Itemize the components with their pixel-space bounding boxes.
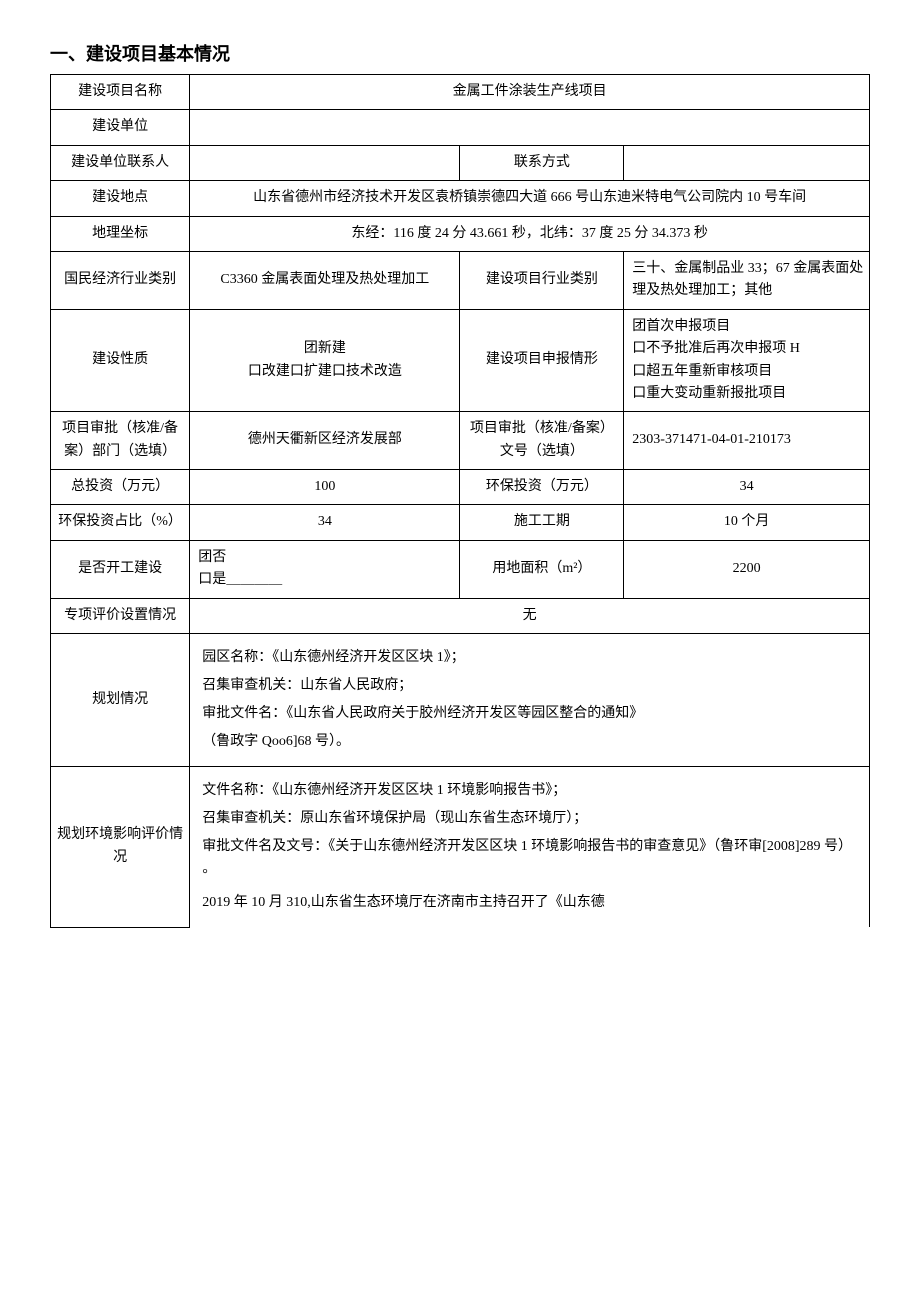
value-planning: 园区名称：《山东德州经济开发区区块 1》； 召集审查机关：山东省人民政府； 审批…: [190, 634, 870, 767]
table-row: 环保投资占比（%） 34 施工工期 10 个月: [51, 505, 870, 540]
label-location: 建设地点: [51, 181, 190, 216]
value-land-area: 2200: [624, 540, 870, 598]
value-econ-category: C3360 金属表面处理及热处理加工: [190, 251, 460, 309]
table-row: 地理坐标 东经：116 度 24 分 43.661 秒，北纬：37 度 25 分…: [51, 216, 870, 251]
label-builder: 建设单位: [51, 110, 190, 145]
label-contact-person: 建设单位联系人: [51, 145, 190, 180]
value-contact-method: [624, 145, 870, 180]
label-env-invest: 环保投资（万元）: [460, 470, 624, 505]
project-info-table: 建设项目名称 金属工件涂装生产线项目 建设单位 建设单位联系人 联系方式 建设地…: [50, 74, 870, 928]
value-total-invest: 100: [190, 470, 460, 505]
value-builder: [190, 110, 870, 145]
table-row: 项目审批（核准/备案）部门（选填） 德州天衢新区经济发展部 项目审批（核准/备案…: [51, 412, 870, 470]
label-contact-method: 联系方式: [460, 145, 624, 180]
label-special-eval: 专项评价设置情况: [51, 598, 190, 633]
label-apply-form: 建设项目申报情形: [460, 309, 624, 412]
value-env-invest: 34: [624, 470, 870, 505]
table-row: 专项评价设置情况 无: [51, 598, 870, 633]
value-apply-form: 团首次申报项目 口不予批准后再次申报项 H 口超五年重新审核项目 口重大变动重新…: [624, 309, 870, 412]
label-project-name: 建设项目名称: [51, 75, 190, 110]
label-env-ratio: 环保投资占比（%）: [51, 505, 190, 540]
table-row: 建设单位联系人 联系方式: [51, 145, 870, 180]
table-row: 规划情况 园区名称：《山东德州经济开发区区块 1》； 召集审查机关：山东省人民政…: [51, 634, 870, 767]
value-project-name: 金属工件涂装生产线项目: [190, 75, 870, 110]
label-duration: 施工工期: [460, 505, 624, 540]
value-approve-dept: 德州天衢新区经济发展部: [190, 412, 460, 470]
value-started: 团否 口是＿＿＿＿: [190, 540, 460, 598]
label-plan-env: 规划环境影响评价情况: [51, 767, 190, 928]
table-row: 建设单位: [51, 110, 870, 145]
label-geo: 地理坐标: [51, 216, 190, 251]
label-approve-no: 项目审批（核准/备案）文号（选填）: [460, 412, 624, 470]
label-total-invest: 总投资（万元）: [51, 470, 190, 505]
value-env-ratio: 34: [190, 505, 460, 540]
section-heading: 一、建设项目基本情况: [50, 40, 870, 66]
table-row: 建设项目名称 金属工件涂装生产线项目: [51, 75, 870, 110]
value-project-industry: 三十、金属制品业 33；67 金属表面处理及热处理加工；其他: [624, 251, 870, 309]
table-row: 建设地点 山东省德州市经济技术开发区袁桥镇崇德四大道 666 号山东迪米特电气公…: [51, 181, 870, 216]
label-econ-category: 国民经济行业类别: [51, 251, 190, 309]
value-approve-no: 2303-371471-04-01-210173: [624, 412, 870, 470]
value-special-eval: 无: [190, 598, 870, 633]
label-nature: 建设性质: [51, 309, 190, 412]
value-location: 山东省德州市经济技术开发区袁桥镇崇德四大道 666 号山东迪米特电气公司院内 1…: [190, 181, 870, 216]
value-geo: 东经：116 度 24 分 43.661 秒，北纬：37 度 25 分 34.3…: [190, 216, 870, 251]
value-duration: 10 个月: [624, 505, 870, 540]
table-row: 国民经济行业类别 C3360 金属表面处理及热处理加工 建设项目行业类别 三十、…: [51, 251, 870, 309]
table-row: 规划环境影响评价情况 文件名称：《山东德州经济开发区区块 1 环境影响报告书》；…: [51, 767, 870, 928]
label-started: 是否开工建设: [51, 540, 190, 598]
value-plan-env: 文件名称：《山东德州经济开发区区块 1 环境影响报告书》； 召集审查机关：原山东…: [190, 767, 870, 928]
value-nature: 团新建 口改建口扩建口技术改造: [190, 309, 460, 412]
table-row: 建设性质 团新建 口改建口扩建口技术改造 建设项目申报情形 团首次申报项目 口不…: [51, 309, 870, 412]
table-row: 是否开工建设 团否 口是＿＿＿＿ 用地面积（m²） 2200: [51, 540, 870, 598]
label-approve-dept: 项目审批（核准/备案）部门（选填）: [51, 412, 190, 470]
label-land-area: 用地面积（m²）: [460, 540, 624, 598]
label-planning: 规划情况: [51, 634, 190, 767]
label-project-industry: 建设项目行业类别: [460, 251, 624, 309]
value-contact-person: [190, 145, 460, 180]
table-row: 总投资（万元） 100 环保投资（万元） 34: [51, 470, 870, 505]
